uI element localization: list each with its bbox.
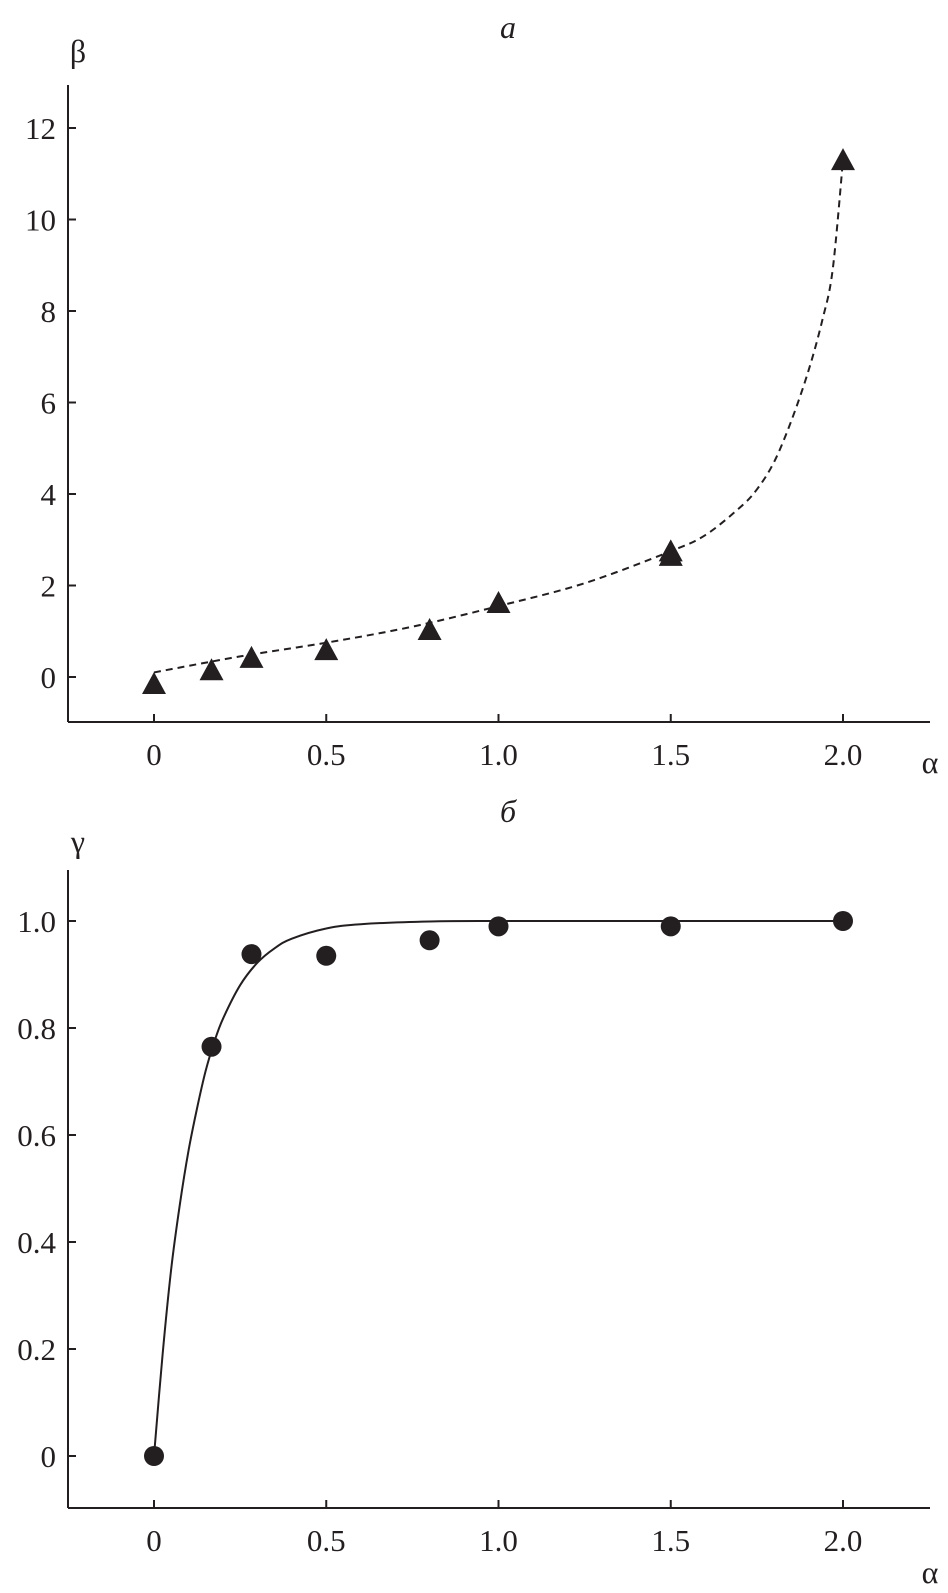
data-point-circle [241,944,262,965]
data-point-triangle [314,638,339,661]
x-tick-label: 2.0 [824,1523,863,1558]
data-point-circle [833,911,853,931]
data-point-circle [201,1036,222,1057]
y-tick-label: 0.6 [17,1118,56,1153]
data-point-circle [660,916,681,937]
x-tick-label: 1.0 [479,737,518,772]
y-tick-label: 0 [41,1439,57,1474]
data-point-circle [419,930,440,951]
data-point-circle [316,945,337,966]
data-point-triangle [486,591,511,614]
y-axis-label-gamma: γ [70,823,85,859]
x-tick-label: 0.5 [307,737,346,772]
fit-curve [153,919,844,1457]
y-tick-label: 10 [25,203,56,238]
x-tick-label: 2.0 [824,737,863,772]
data-point-triangle [142,672,166,694]
y-tick-label: 6 [41,386,57,421]
fit-curve [153,159,844,674]
x-axis-label-alpha: α [922,1554,939,1590]
x-tick-label: 0 [146,737,162,772]
panel-label-b: б [500,793,517,829]
data-point-triangle [831,148,855,171]
y-tick-label: 2 [41,569,57,604]
data-point-circle [488,916,509,937]
x-tick-label: 1.5 [651,1523,690,1558]
x-tick-label: 0 [146,1523,162,1558]
panel-label-a: а [500,9,516,45]
y-tick-label: 12 [25,111,56,146]
y-tick-label: 1.0 [17,904,56,939]
y-tick-label: 0.2 [17,1332,56,1367]
y-tick-label: 8 [41,294,57,329]
chart-panel-b: б γ α 0 0.2 0.4 0.6 0.8 1.0 0 0.5 1.0 1.5 2.0 [17,793,938,1590]
y-axis-label-beta: β [70,33,86,69]
y-tick-label: 4 [41,477,57,512]
data-point-triangle [199,658,224,681]
y-tick-label: 0.8 [17,1011,56,1046]
chart-panel-a: а β α 0 2 4 6 8 10 12 0 0.5 1.0 1.5 2.0 [25,9,939,780]
x-tick-label: 0.5 [307,1523,346,1558]
y-tick-label: 0.4 [17,1225,56,1260]
data-point-triangle [239,645,264,668]
data-point-circle [144,1446,164,1466]
x-axis-label-alpha: α [922,744,939,780]
data-point-triangle [417,618,442,641]
x-tick-label: 1.0 [479,1523,518,1558]
data-point-triangle [658,539,683,562]
y-tick-label: 0 [41,660,57,695]
x-tick-label: 1.5 [651,737,690,772]
